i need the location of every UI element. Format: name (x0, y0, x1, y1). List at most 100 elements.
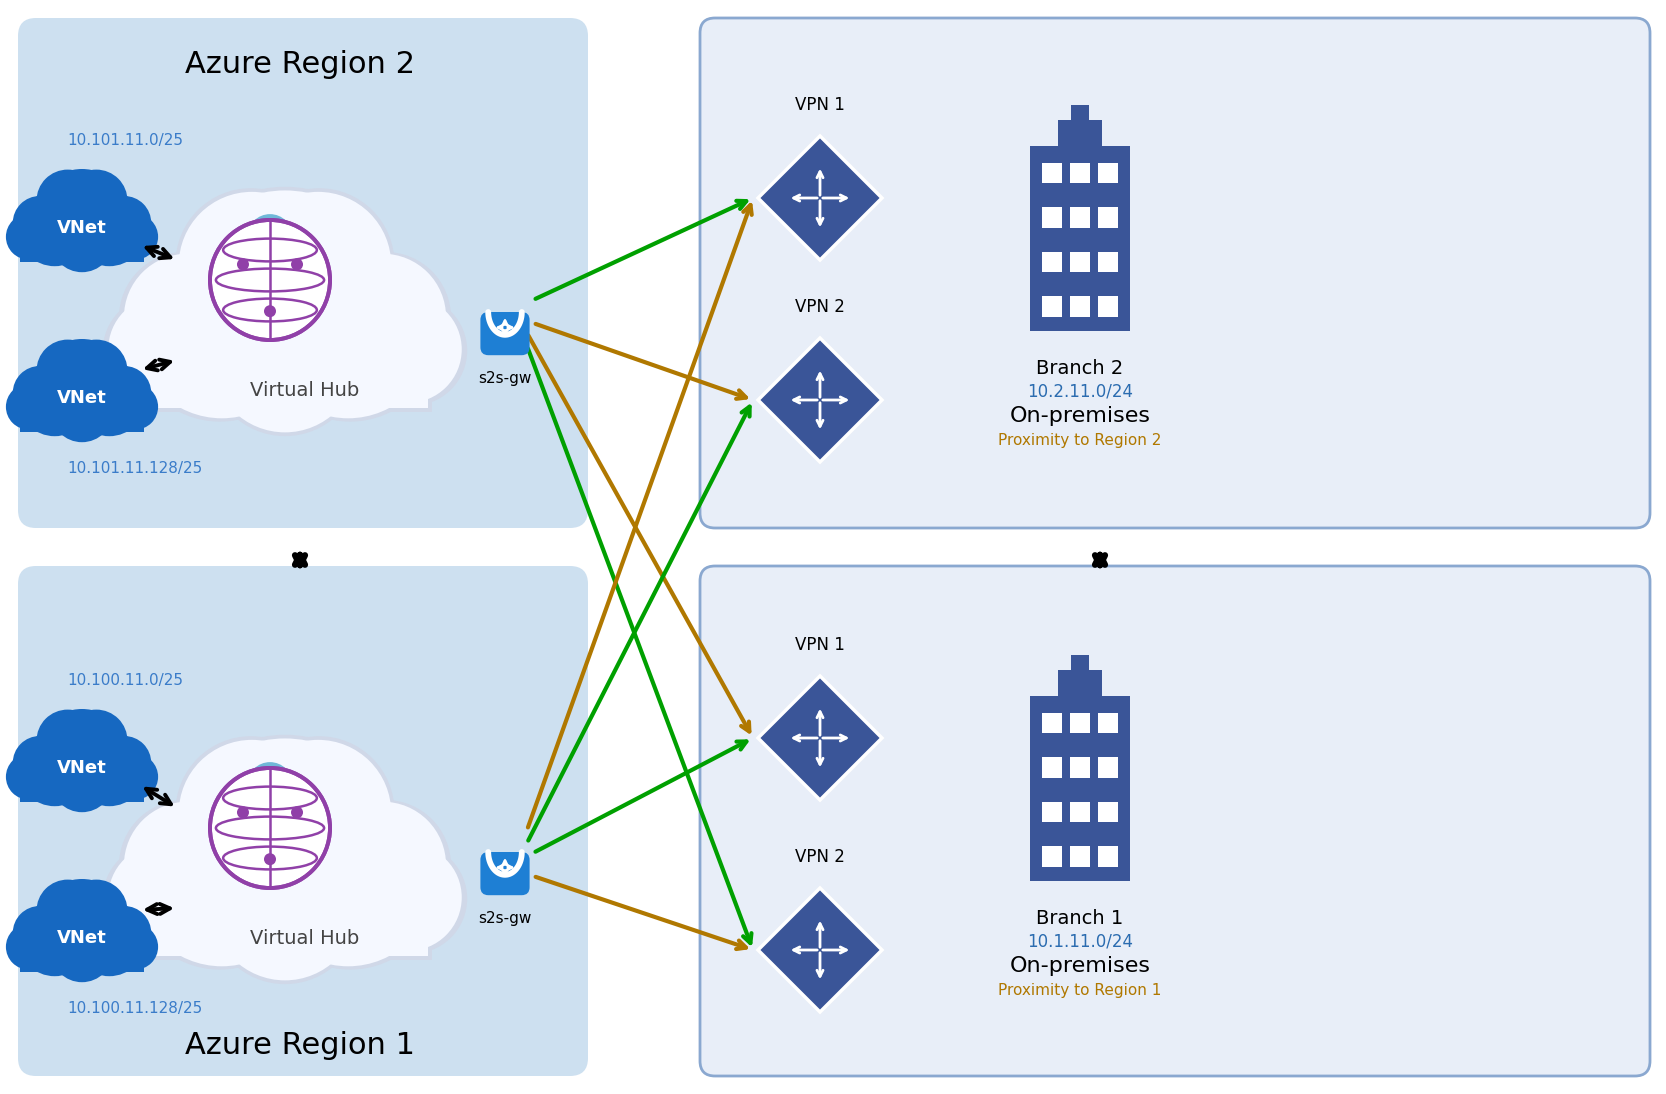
Circle shape (65, 710, 128, 772)
Circle shape (118, 800, 250, 931)
Circle shape (130, 790, 310, 969)
Circle shape (130, 242, 310, 421)
Circle shape (210, 220, 330, 340)
Circle shape (118, 252, 250, 383)
Circle shape (37, 339, 98, 401)
Circle shape (37, 710, 98, 772)
Circle shape (123, 802, 250, 929)
Circle shape (103, 843, 213, 954)
Circle shape (237, 806, 248, 818)
Circle shape (108, 296, 215, 403)
Text: 10.101.11.128/25: 10.101.11.128/25 (67, 461, 202, 476)
Circle shape (72, 191, 147, 266)
Bar (142, 324, 428, 408)
Circle shape (237, 224, 270, 257)
Bar (20, 936, 143, 971)
Circle shape (18, 901, 92, 976)
Text: Azure Region 2: Azure Region 2 (185, 50, 415, 79)
Circle shape (247, 214, 293, 259)
Text: s2s-gw: s2s-gw (478, 911, 531, 926)
Text: 10.100.11.128/25: 10.100.11.128/25 (67, 1001, 202, 1015)
Circle shape (13, 196, 67, 251)
Circle shape (355, 296, 461, 403)
Bar (138, 325, 431, 411)
Bar (1041, 713, 1061, 733)
Text: VNet: VNet (57, 219, 107, 237)
Bar (233, 240, 307, 253)
Circle shape (320, 254, 446, 381)
FancyBboxPatch shape (18, 566, 588, 1076)
Bar (1070, 163, 1090, 184)
Circle shape (237, 772, 270, 805)
Circle shape (7, 754, 52, 800)
Circle shape (175, 188, 327, 339)
Circle shape (72, 732, 147, 806)
Bar (1041, 757, 1061, 778)
Bar (1098, 208, 1118, 228)
Bar (1070, 296, 1090, 316)
Circle shape (178, 191, 325, 338)
Bar (1071, 655, 1090, 672)
Circle shape (210, 834, 360, 985)
Bar (1041, 847, 1061, 866)
Circle shape (288, 781, 312, 805)
Bar (1030, 696, 1130, 881)
Text: Branch 1: Branch 1 (1036, 908, 1123, 928)
Text: VPN 2: VPN 2 (795, 848, 845, 866)
FancyBboxPatch shape (480, 852, 530, 895)
Circle shape (37, 170, 98, 232)
Text: s2s-gw: s2s-gw (478, 371, 531, 386)
Bar (1098, 296, 1118, 316)
Bar (1098, 252, 1118, 272)
Text: 10.1.11.0/24: 10.1.11.0/24 (1026, 932, 1133, 951)
Bar (1098, 757, 1118, 778)
Circle shape (357, 843, 466, 954)
Circle shape (7, 214, 52, 259)
Polygon shape (758, 888, 881, 1012)
Circle shape (320, 252, 451, 383)
Circle shape (210, 286, 360, 437)
Circle shape (65, 170, 128, 232)
Circle shape (178, 740, 325, 886)
Circle shape (237, 258, 248, 270)
Bar (1071, 105, 1090, 121)
Circle shape (33, 709, 130, 805)
Bar (1070, 713, 1090, 733)
Bar (1041, 296, 1061, 316)
Bar (1041, 252, 1061, 272)
Circle shape (357, 295, 466, 406)
Circle shape (113, 924, 158, 969)
Text: VPN 1: VPN 1 (795, 96, 845, 114)
Bar (1098, 847, 1118, 866)
Circle shape (13, 906, 67, 961)
Text: Virtual Hub: Virtual Hub (250, 381, 360, 399)
Circle shape (103, 295, 213, 406)
Polygon shape (758, 136, 881, 260)
Text: VNet: VNet (57, 389, 107, 407)
Circle shape (97, 196, 152, 251)
Bar (20, 226, 143, 261)
Bar (1098, 802, 1118, 823)
Circle shape (263, 305, 277, 317)
FancyBboxPatch shape (700, 566, 1649, 1076)
Bar (1070, 847, 1090, 866)
Bar (1030, 146, 1130, 330)
Circle shape (135, 244, 310, 418)
Text: On-premises: On-premises (1010, 956, 1151, 977)
Circle shape (97, 906, 152, 961)
Circle shape (33, 168, 130, 265)
Bar (1098, 713, 1118, 733)
Text: Azure Region 1: Azure Region 1 (185, 1031, 415, 1060)
Circle shape (355, 843, 461, 951)
Text: Proximity to Region 2: Proximity to Region 2 (998, 432, 1161, 447)
Circle shape (72, 901, 147, 976)
Circle shape (37, 880, 98, 942)
Bar (20, 766, 143, 802)
Circle shape (123, 254, 250, 381)
Text: VNet: VNet (57, 759, 107, 777)
Circle shape (272, 224, 303, 257)
Circle shape (247, 763, 293, 807)
Circle shape (173, 738, 398, 964)
Circle shape (18, 362, 92, 437)
Circle shape (288, 233, 312, 258)
